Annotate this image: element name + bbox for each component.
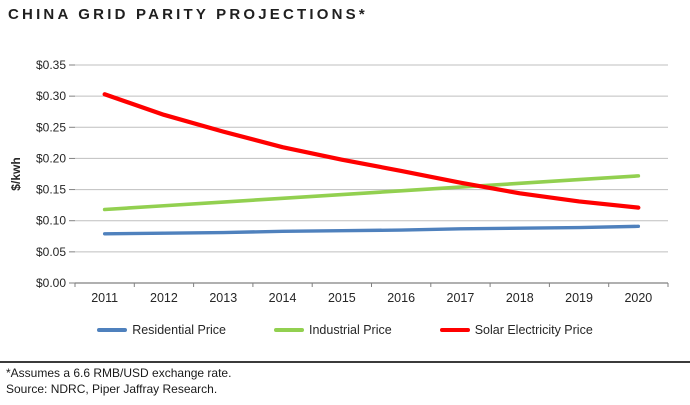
line-chart-plot: $0.00 $0.05 $0.10 $0.15 $0.20 $0.25 $0.30 $0.35… xyxy=(9,58,669,305)
y-tick-label: $0.30 xyxy=(36,89,66,103)
x-tick-label: 2020 xyxy=(624,291,652,305)
x-tick-label: 2017 xyxy=(447,291,475,305)
x-tick-label: 2011 xyxy=(91,291,118,305)
series-line-industrial-price xyxy=(102,174,641,212)
x-tick-label: 2018 xyxy=(506,291,534,305)
legend-item-industrial-price: Industrial Price xyxy=(274,323,392,337)
legend-label-residential-price: Residential Price xyxy=(132,323,226,337)
legend-item-residential-price: Residential Price xyxy=(97,323,226,337)
y-tick-label: $0.20 xyxy=(36,151,66,165)
x-tick-label: 2014 xyxy=(269,291,297,305)
x-tick-label: 2019 xyxy=(565,291,593,305)
y-tick-label: $0.25 xyxy=(36,120,66,134)
legend-label-industrial-price: Industrial Price xyxy=(309,323,392,337)
y-tick-label: $0.15 xyxy=(36,183,66,197)
chart-title: CHINA GRID PARITY PROJECTIONS* xyxy=(8,6,368,23)
footnote-exchange-rate: *Assumes a 6.6 RMB/USD exchange rate. xyxy=(6,366,232,380)
y-axis-title: $/kwh xyxy=(9,157,23,190)
chart-legend: Residential Price Industrial Price Solar E… xyxy=(0,320,690,340)
legend-swatch-residential-price xyxy=(97,328,128,332)
legend-swatch-industrial-price xyxy=(274,328,304,332)
series-line-residential-price xyxy=(102,224,641,236)
series-line-solar-electricity-price xyxy=(102,92,641,210)
legend-label-solar-electricity-price: Solar Electricity Price xyxy=(474,323,593,337)
footnote-divider xyxy=(0,361,690,363)
footnote-source: Source: NDRC, Piper Jaffray Research. xyxy=(6,382,218,396)
y-tick-label: $0.10 xyxy=(36,214,66,228)
legend-swatch-solar-electricity-price xyxy=(439,328,470,332)
x-tick-label: 2013 xyxy=(209,291,237,305)
x-tick-label: 2012 xyxy=(150,291,178,305)
y-tick-label: $0.05 xyxy=(36,245,66,259)
y-tick-label: $0.35 xyxy=(36,58,66,72)
legend-item-solar-electricity-price: Solar Electricity Price xyxy=(439,323,593,337)
x-tick-label: 2015 xyxy=(328,291,356,305)
y-tick-label: $0.00 xyxy=(36,276,66,290)
x-tick-label: 2016 xyxy=(387,291,415,305)
